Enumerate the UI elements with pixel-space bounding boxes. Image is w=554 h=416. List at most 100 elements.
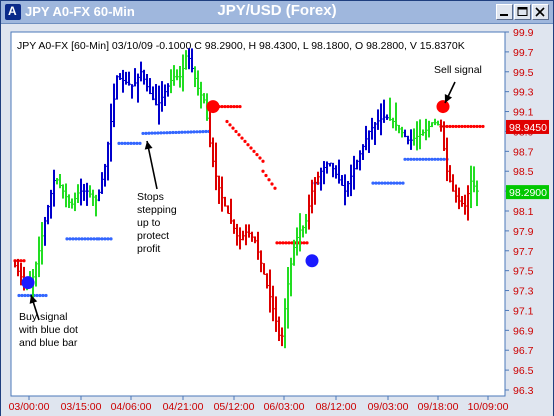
y-tick-label: 98.5 (513, 166, 534, 178)
chart-title: JPY/USD (Forex) (217, 2, 337, 19)
stop-dot (409, 157, 413, 161)
x-tick-label: 05/12:00 (214, 401, 255, 413)
stop-dot (386, 181, 390, 185)
stop-dot (159, 131, 163, 135)
stop-dot (457, 124, 461, 129)
stop-dot (273, 186, 277, 190)
stop-dot (412, 157, 416, 161)
stop-dot (481, 124, 485, 129)
y-tick-label: 97.7 (513, 246, 534, 258)
y-tick-label: 99.9 (513, 27, 534, 39)
stop-dot (264, 173, 268, 178)
stop-dot (281, 241, 285, 245)
price-tag-box (506, 119, 549, 134)
stop-dot (195, 130, 199, 134)
app-icon-letter: A (8, 4, 17, 18)
info-line: JPY A0-FX [60-Min] 03/10/09 -0.1000 C 98… (17, 40, 465, 52)
x-tick-label: 10/09:00 (468, 401, 509, 413)
maximize-button[interactable] (514, 4, 531, 20)
stop-dot (243, 139, 247, 143)
stop-dot (165, 131, 169, 135)
plot-area (10, 31, 506, 397)
stop-dot (261, 159, 265, 163)
stop-dot (424, 157, 428, 161)
stop-dot (77, 237, 81, 241)
stop-dot (290, 241, 294, 245)
close-icon (535, 7, 545, 17)
title-bar[interactable]: A JPY A0-FX 60-Min JPY/USD (Forex) (1, 1, 553, 24)
stop-dot (237, 133, 241, 137)
stop-dot (162, 131, 166, 135)
minimize-icon (500, 14, 508, 16)
stop-dot (466, 124, 470, 129)
stop-dot (246, 143, 250, 147)
stop-dot (252, 149, 256, 153)
stop-dot (141, 131, 145, 136)
stop-dot (177, 130, 181, 134)
stop-dot (234, 129, 238, 134)
stop-dot (284, 241, 288, 245)
close-button[interactable] (532, 4, 549, 20)
stop-dot (19, 259, 23, 263)
app-icon[interactable]: A (5, 4, 21, 20)
price-tag-box (506, 185, 549, 200)
stop-dot (406, 157, 410, 161)
stop-dot (433, 157, 437, 161)
stop-dot (398, 181, 402, 185)
stops-note-line: profit (137, 243, 160, 255)
stop-dot (395, 181, 399, 185)
stop-dot (106, 237, 110, 241)
maximize-icon (517, 7, 528, 16)
stop-dot (97, 237, 101, 241)
arrow-head (29, 295, 38, 304)
x-tick-label: 03/00:00 (9, 401, 50, 413)
stop-dot (451, 124, 455, 129)
stop-dot (275, 241, 279, 245)
stop-dot (249, 146, 253, 150)
stop-dot (305, 241, 309, 245)
stop-dot (377, 181, 381, 185)
stop-dot (374, 181, 378, 185)
price-tag-label: 98.9450 (509, 122, 547, 134)
minimize-button[interactable] (496, 4, 513, 20)
stop-dot (129, 141, 133, 145)
stop-dot (26, 293, 30, 298)
price-tags: 98.9450 98.2900 (506, 119, 549, 200)
stop-dot (380, 181, 384, 185)
stop-dot (126, 141, 130, 145)
stop-dot (44, 293, 48, 298)
price-bars (14, 48, 479, 349)
stop-dot (421, 157, 425, 161)
stop-dot (100, 237, 104, 241)
y-tick-label: 96.7 (513, 345, 534, 357)
stop-dot (267, 178, 271, 182)
stops-note-line: up to (137, 217, 161, 229)
chart-area: JPY A0-FX [60-Min] 03/10/09 -0.1000 C 98… (1, 24, 553, 416)
sell-signal-dot (436, 100, 450, 114)
stop-dot (138, 141, 142, 145)
stop-dot (22, 259, 26, 263)
stop-dot (302, 241, 306, 245)
stop-dot (83, 237, 87, 241)
buy-signal-dot (21, 276, 35, 290)
stop-dot (235, 104, 239, 109)
stop-dot (204, 129, 208, 134)
x-tick-label: 09/18:00 (418, 401, 459, 413)
y-tick-label: 96.9 (513, 325, 534, 337)
buy-signal-note-line: with blue dot (18, 324, 78, 336)
y-tick-label: 97.3 (513, 286, 534, 298)
stop-dot (147, 131, 151, 135)
stop-dot (439, 157, 443, 161)
y-tick-label: 98.7 (513, 146, 534, 158)
y-tick-label: 99.3 (513, 87, 534, 99)
stop-dot (278, 241, 282, 245)
stop-dot (240, 136, 244, 140)
stop-dot (183, 130, 187, 134)
stop-dot (232, 104, 236, 109)
stop-dot (231, 126, 235, 130)
stop-dot (41, 293, 45, 298)
stop-dot (109, 237, 113, 241)
stop-dot (132, 141, 136, 145)
stop-dot (436, 157, 440, 161)
